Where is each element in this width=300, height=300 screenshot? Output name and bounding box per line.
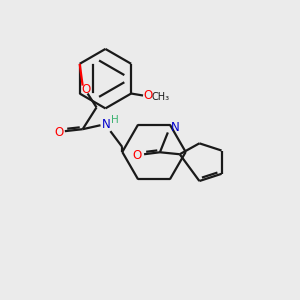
Text: H: H [112,115,119,125]
Text: O: O [143,89,153,102]
Text: O: O [81,83,90,96]
Text: CH₃: CH₃ [152,92,170,101]
Text: N: N [170,121,179,134]
Text: O: O [133,149,142,162]
Text: N: N [102,118,111,131]
Text: O: O [54,126,64,139]
